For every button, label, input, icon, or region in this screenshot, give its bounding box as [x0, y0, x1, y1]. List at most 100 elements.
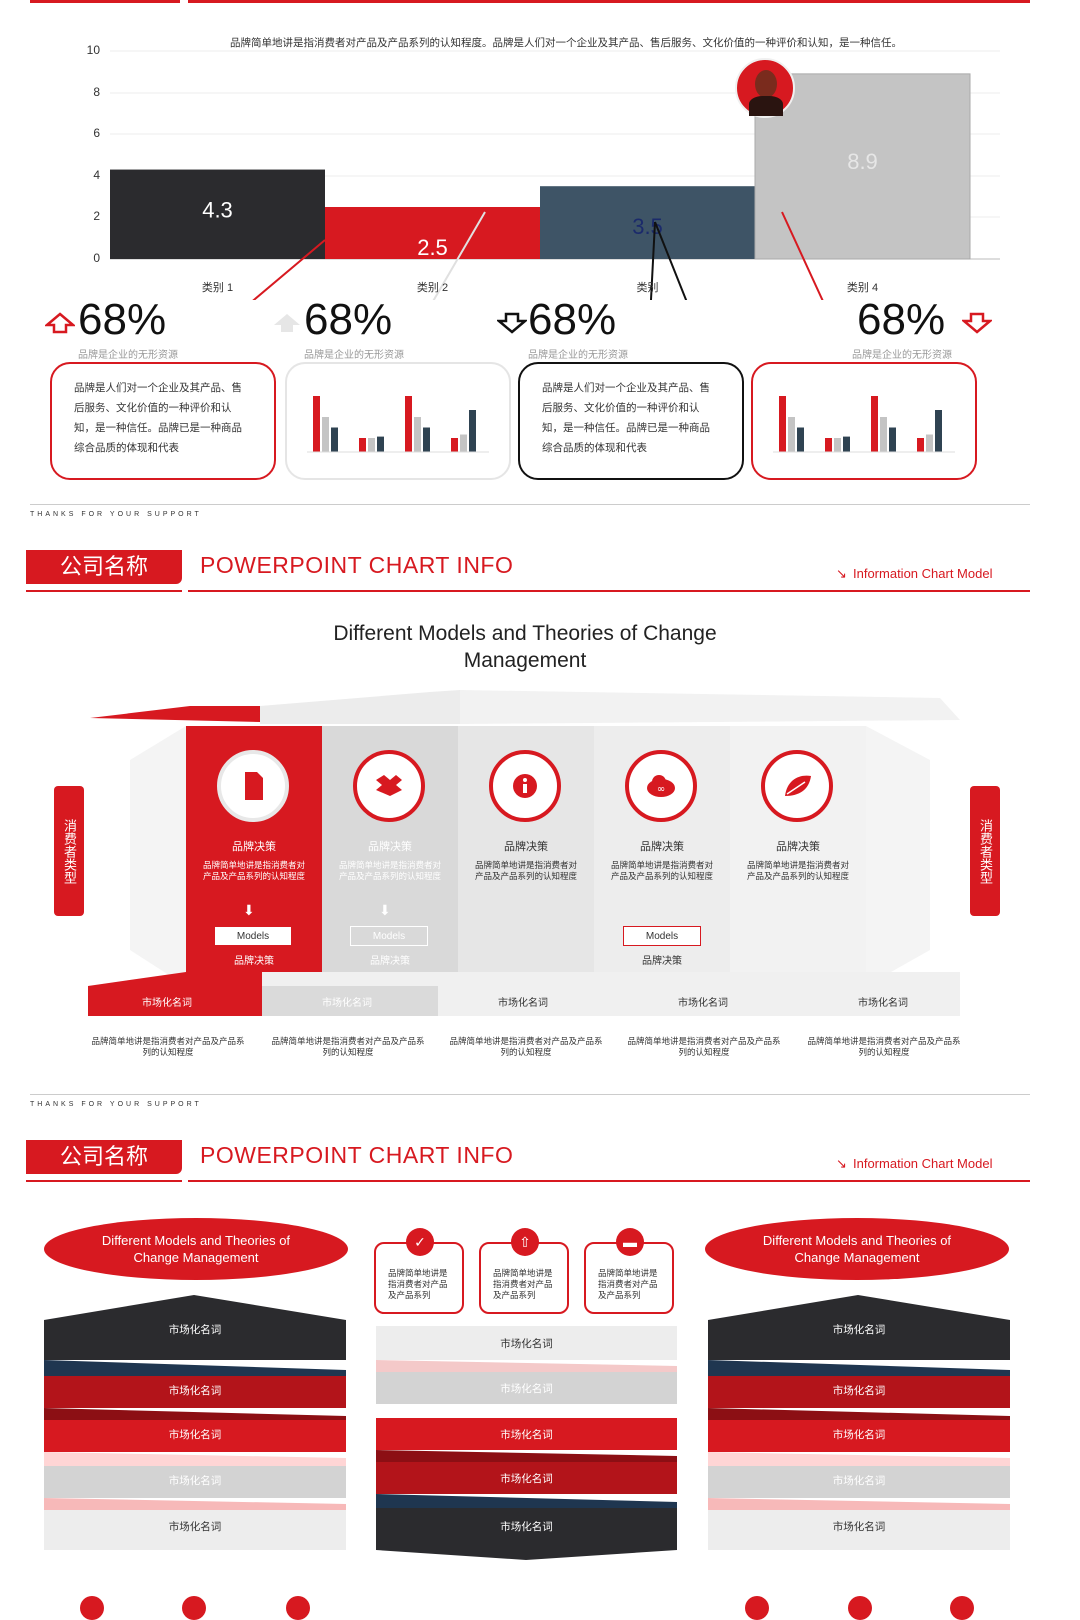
mini-bar: [451, 438, 458, 452]
slide-title: POWERPOINT CHART INFO: [200, 552, 514, 578]
up-arrow-icon: [274, 314, 300, 332]
floor-label-1: 市场化名词: [142, 998, 192, 1009]
chart-header-text: 品牌简单地讲是指消费者对产品及产品系列的认知程度。品牌是人们对一个企业及其产品、…: [230, 37, 902, 49]
models-button-1[interactable]: Models: [214, 926, 292, 946]
dropbox-icon: [353, 750, 425, 822]
mini-bar: [423, 427, 430, 452]
floor-desc-4: 品牌简单地讲是指消费者对产品及产品系列的认知程度: [627, 1036, 781, 1057]
floor-desc-3: 品牌简单地讲是指消费者对产品及产品系列的认知程度: [449, 1036, 603, 1057]
decor-dot: [950, 1596, 974, 1620]
stat-value-3: 68%: [528, 295, 617, 344]
stat-value-1: 68%: [78, 295, 167, 344]
band-stack-right: [708, 1295, 1010, 1550]
stat-sub-4: 品牌是企业的无形资源: [852, 350, 952, 361]
mini-bar: [926, 434, 933, 452]
decor-dot: [848, 1596, 872, 1620]
folder-icon: ▬: [616, 1228, 644, 1256]
mini-bar: [331, 427, 338, 452]
band-label: 市场化名词: [832, 1385, 886, 1397]
floor-desc-2: 品牌简单地讲是指消费者对产品及产品系列的认知程度: [271, 1036, 425, 1057]
title-ellipse-left: Different Models and Theories of Change …: [44, 1218, 348, 1280]
title-ellipse-right: Different Models and Theories of Change …: [705, 1218, 1009, 1280]
cloud-icon: ∞: [625, 750, 697, 822]
column-title-3: 品牌决策: [504, 841, 548, 853]
down-arrow-icon: ⬇: [243, 902, 255, 918]
band-label: 市场化名词: [500, 1429, 553, 1441]
title-underline: [188, 590, 1030, 592]
band-label: 市场化名词: [832, 1429, 886, 1441]
bar-value-label-4: 8.9: [847, 149, 878, 174]
info-box-1: ✓ 品牌简单地讲是指消费者对产品及产品系列: [374, 1228, 464, 1314]
column-title-4: 品牌决策: [640, 841, 684, 853]
floor-desc-1: 品牌简单地讲是指消费者对产品及产品系列的认知程度: [91, 1036, 245, 1057]
divider-2: [30, 1094, 1030, 1095]
stat-value-2: 68%: [304, 295, 393, 344]
mini-bar-chart-2: [773, 396, 955, 453]
stat-value-4: 68%: [857, 295, 946, 344]
bar-3: [540, 186, 755, 259]
column-desc-4: 品牌简单地讲是指消费者对产品及产品系列的认知程度: [610, 860, 713, 881]
badge-underline-3: [26, 1180, 182, 1182]
callout-text-1: 品牌是人们对一个企业及其产品、售后服务、文化价值的一种评价和认知，是一种信任。品…: [74, 382, 242, 454]
y-tick-label: 2: [93, 209, 100, 224]
info-box-3: ▬ 品牌简单地讲是指消费者对产品及产品系列: [584, 1228, 674, 1314]
side-tag-left: 消费者类型: [54, 786, 84, 916]
bar-chart: 4.3 2.5 3.5 8.9: [110, 50, 1000, 300]
column-title-1: 品牌决策: [232, 841, 276, 853]
mini-bar: [917, 438, 924, 452]
down-arrow-icon: ⬇: [379, 902, 391, 918]
category-label-3: 类别: [636, 282, 659, 294]
upload-icon: ⇧: [511, 1228, 539, 1256]
stat-sub-3: 品牌是企业的无形资源: [528, 350, 628, 361]
mini-bar: [377, 436, 384, 452]
model-stage: [88, 690, 960, 1016]
column-sub-2: 品牌决策: [370, 956, 410, 967]
column-sub-4: 品牌决策: [642, 956, 682, 967]
up-arrow-icon: [45, 312, 75, 334]
stat-sub-1: 品牌是企业的无形资源: [78, 350, 178, 361]
check-icon: ✓: [406, 1228, 434, 1256]
decor-dot: [182, 1596, 206, 1620]
bar-value-label-1: 4.3: [202, 198, 233, 223]
floor-desc-5: 品牌简单地讲是指消费者对产品及产品系列的认知程度: [807, 1036, 961, 1057]
mini-bar: [414, 417, 421, 452]
info-chart-label-3: Information Chart Model: [853, 1156, 993, 1171]
column-title-2: 品牌决策: [368, 841, 412, 853]
bar-1: [110, 169, 325, 259]
band-label: 市场化名词: [168, 1385, 222, 1397]
models-button-2[interactable]: Models: [350, 926, 428, 946]
y-tick-label: 6: [93, 126, 100, 141]
band-label: 市场化名词: [168, 1429, 222, 1441]
band-label: 市场化名词: [168, 1521, 222, 1533]
band-label: 市场化名词: [500, 1338, 553, 1350]
column-title-5: 品牌决策: [776, 841, 820, 853]
band-label: 市场化名词: [500, 1383, 553, 1395]
band-label: 市场化名词: [832, 1324, 886, 1336]
mini-chart-box-2: [751, 362, 977, 480]
svg-text:∞: ∞: [657, 784, 665, 795]
column-sub-1: 品牌决策: [234, 956, 274, 967]
badge-underline: [26, 590, 182, 592]
models-button-4[interactable]: Models: [623, 926, 701, 946]
mini-bar: [405, 396, 412, 452]
band-stack-left: [44, 1295, 346, 1550]
mini-bar: [935, 410, 942, 452]
callout-box-2: 品牌是人们对一个企业及其产品、售后服务、文化价值的一种评价和认知，是一种信任。品…: [518, 362, 744, 480]
mini-bar: [788, 417, 795, 452]
bar-value-label-2: 2.5: [417, 235, 448, 260]
band-label: 市场化名词: [832, 1521, 886, 1533]
arrow-icon: ↘: [836, 566, 847, 581]
mini-bar: [469, 410, 476, 452]
band-label: 市场化名词: [832, 1475, 886, 1487]
slide2-title: Different Models and Theories of Change …: [333, 622, 717, 672]
mini-bar: [460, 434, 467, 452]
callout-box-1: 品牌是人们对一个企业及其产品、售后服务、文化价值的一种评价和认知，是一种信任。品…: [50, 362, 276, 480]
top-rule-left: [30, 0, 180, 3]
mini-bar: [779, 396, 786, 452]
title-underline-3: [188, 1180, 1030, 1182]
arrow-icon: ↘: [836, 1156, 847, 1171]
band-label: 市场化名词: [500, 1473, 553, 1485]
mini-bar: [834, 438, 841, 452]
company-badge: 公司名称: [26, 550, 182, 584]
category-label-2: 类别 2: [416, 282, 449, 294]
